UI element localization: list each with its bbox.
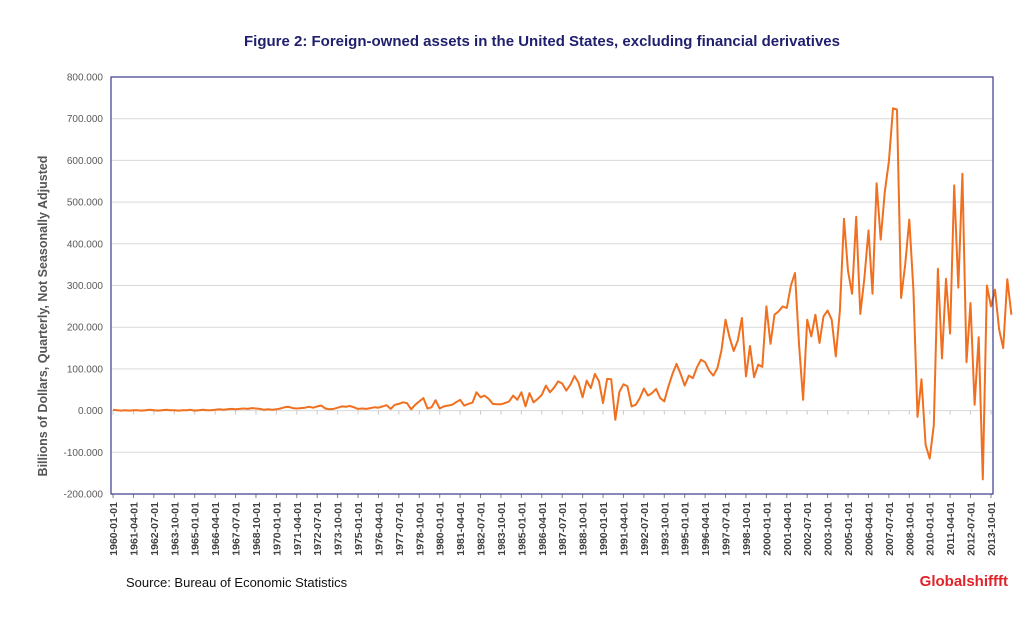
x-tick-label: 2005-01-01 [843, 502, 855, 556]
x-tick-label: 1990-01-01 [598, 502, 610, 556]
x-tick-label: 2006-04-01 [863, 502, 875, 556]
source-note: Source: Bureau of Economic Statistics [126, 575, 348, 590]
x-tick-label: 1995-01-01 [680, 502, 692, 556]
x-tick-label: 1987-07-01 [557, 502, 569, 556]
x-tick-label: 1960-01-01 [108, 502, 120, 556]
x-tick-label: 1973-10-01 [333, 502, 345, 556]
x-tick-label: 1991-04-01 [618, 502, 630, 556]
x-tick-label: 1993-10-01 [659, 502, 671, 556]
x-tick-label: 1976-04-01 [373, 502, 385, 556]
plot-frame [110, 76, 994, 495]
x-tick-label: 1972-07-01 [312, 502, 324, 556]
x-axis-ticks: 1960-01-01 1961-04-01 1962-07-01 1963-10-01… [108, 410, 998, 556]
x-tick-label: 1977-07-01 [394, 502, 406, 556]
x-tick-label: 1998-10-01 [741, 502, 753, 556]
x-tick-label: 1970-01-01 [271, 502, 283, 556]
x-tick-label: 2007-07-01 [884, 502, 896, 556]
x-tick-label: 1978-10-01 [414, 502, 426, 556]
x-tick-label: 1967-07-01 [231, 502, 243, 556]
y-tick-label: 200.000 [67, 323, 104, 334]
x-tick-label: 1971-04-01 [292, 502, 304, 556]
x-tick-label: 2011-04-01 [945, 502, 957, 555]
x-tick-label: 2010-01-01 [925, 502, 937, 556]
y-tick-label: 300.000 [67, 281, 104, 292]
x-tick-label: 1962-07-01 [149, 502, 161, 556]
y-tick-label: -200.000 [64, 490, 104, 501]
y-tick-label: 100.000 [67, 364, 104, 375]
x-tick-label: 1986-04-01 [537, 502, 549, 556]
x-tick-label: 2000-01-01 [761, 502, 773, 556]
x-tick-label: 1965-01-01 [190, 502, 202, 556]
x-tick-label: 2008-10-01 [904, 502, 916, 556]
gridlines [111, 118, 993, 453]
x-tick-label: 1980-01-01 [435, 502, 447, 556]
chart-title: Figure 2: Foreign-owned assets in the Un… [244, 33, 840, 50]
y-tick-label: -100.000 [64, 448, 104, 459]
x-tick-label: 1982-07-01 [476, 502, 488, 556]
brand-label: Globalshiffft [919, 573, 1008, 590]
x-tick-label: 1963-10-01 [169, 502, 181, 556]
x-tick-label: 1961-04-01 [128, 502, 140, 556]
y-axis-ticks: -200.000 -100.000 0.000 100.000 200.000 300.0… [64, 73, 104, 501]
x-tick-label: 1985-01-01 [516, 502, 528, 556]
x-tick-label: 1966-04-01 [210, 502, 222, 556]
x-tick-label: 1968-10-01 [251, 502, 263, 556]
x-tick-label: 1981-04-01 [455, 502, 467, 556]
y-tick-label: 0.000 [78, 406, 103, 417]
x-tick-label: 2003-10-01 [823, 502, 835, 556]
x-tick-label: 1997-07-01 [721, 502, 733, 556]
x-tick-label: 2002-07-01 [802, 502, 814, 556]
y-tick-label: 500.000 [67, 198, 104, 209]
series-layer [112, 107, 1013, 481]
y-tick-label: 800.000 [67, 73, 104, 84]
x-tick-label: 1992-07-01 [639, 502, 651, 556]
x-tick-label: 2013-10-01 [986, 502, 998, 556]
series-line-foreign-owned-assets [112, 107, 1013, 481]
x-tick-label: 1975-01-01 [353, 502, 365, 556]
y-tick-label: 600.000 [67, 156, 104, 167]
x-tick-label: 1983-10-01 [496, 502, 508, 556]
x-tick-label: 2001-04-01 [782, 502, 794, 556]
y-tick-label: 400.000 [67, 239, 104, 250]
x-tick-label: 2012-07-01 [966, 502, 978, 556]
x-tick-label: 1996-04-01 [700, 502, 712, 556]
y-tick-label: 700.000 [67, 114, 104, 125]
x-tick-label: 1988-10-01 [578, 502, 590, 556]
